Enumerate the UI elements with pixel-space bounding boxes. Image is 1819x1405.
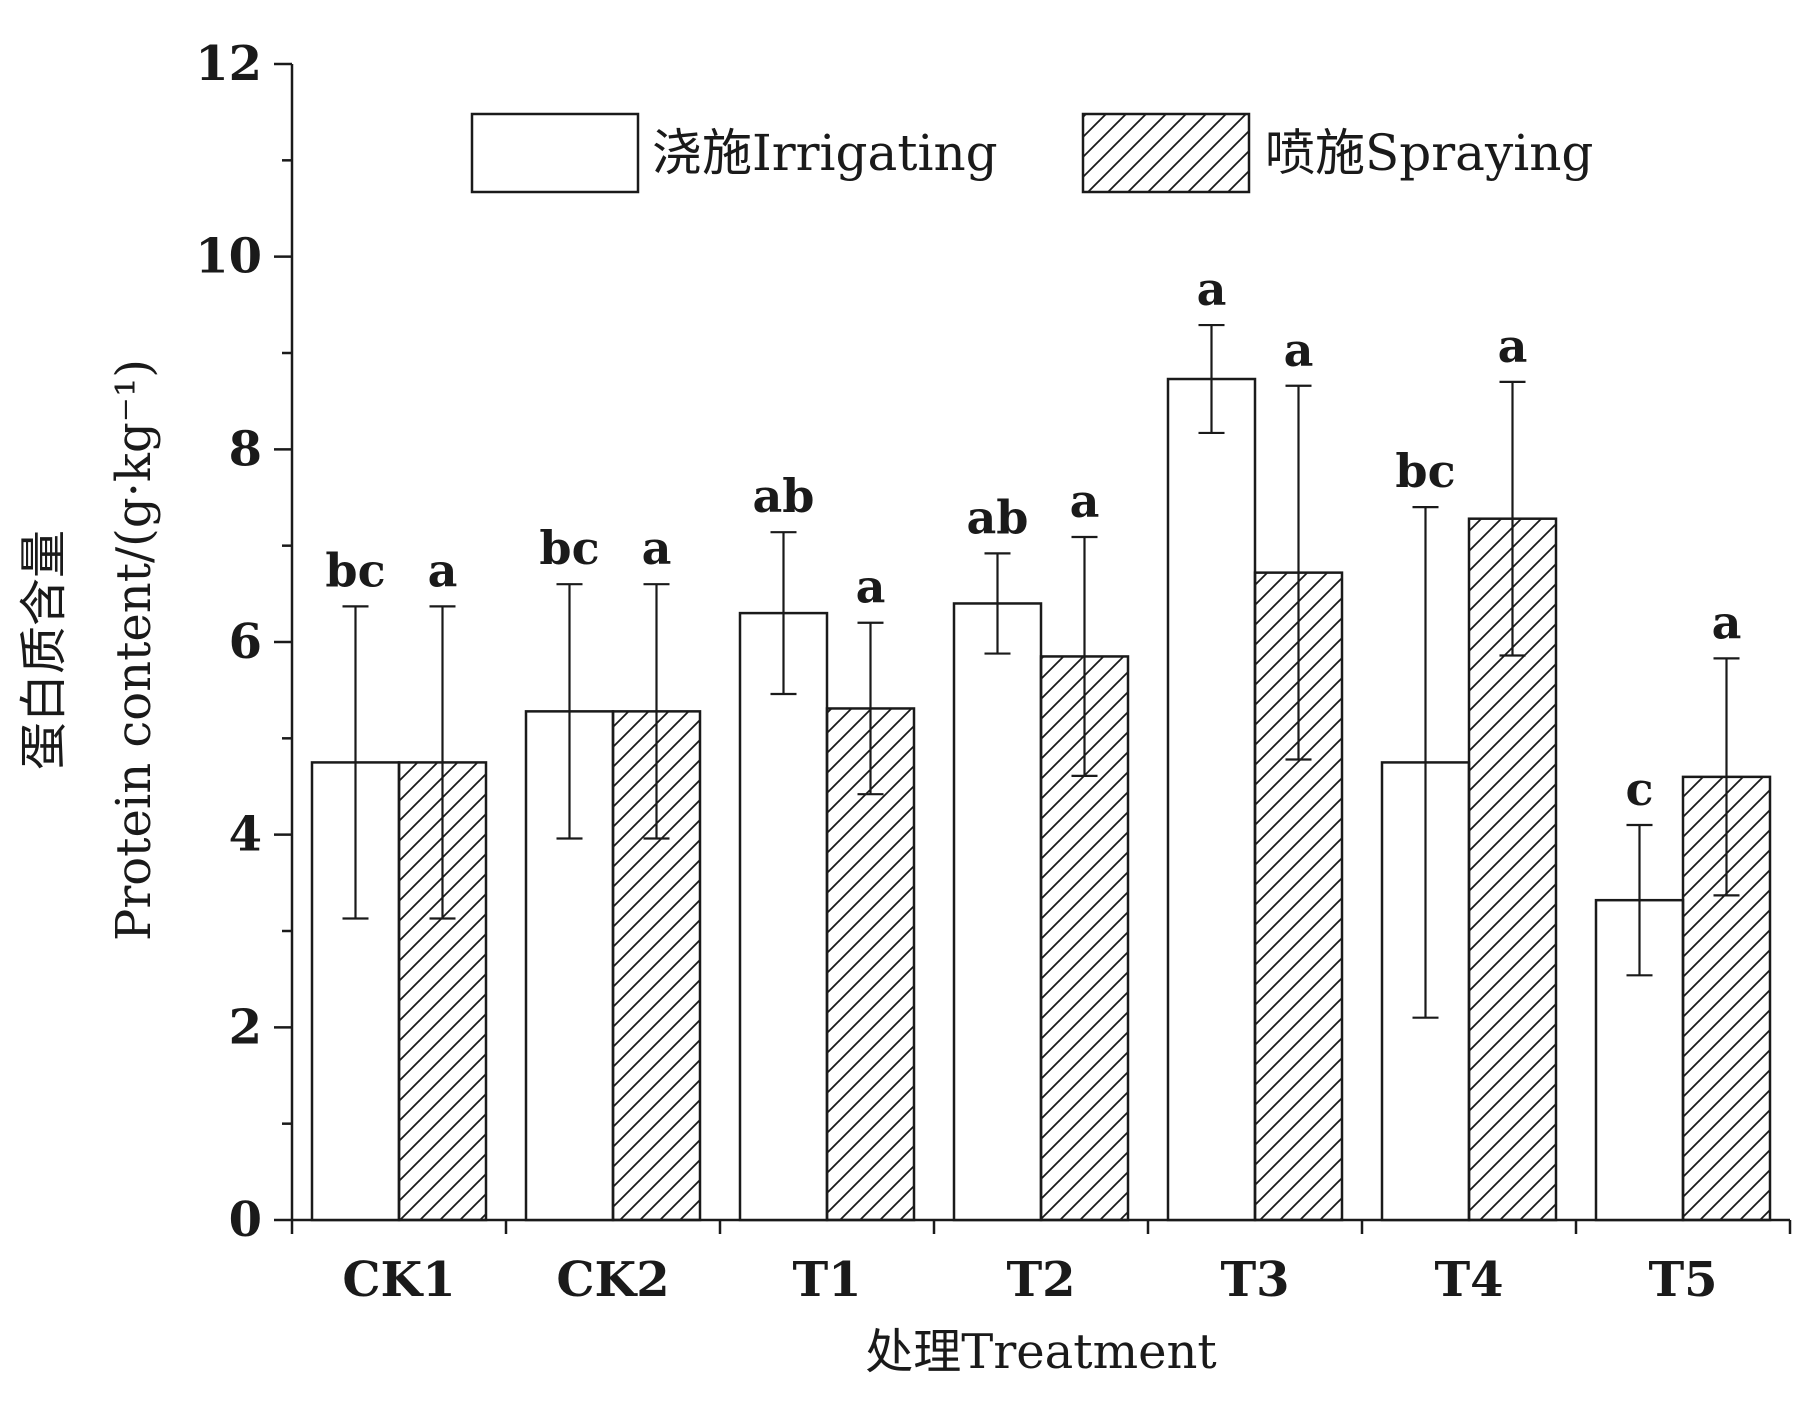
significance-label: ab [753, 469, 815, 523]
significance-label: a [1284, 323, 1314, 377]
bar-irrigating-t3 [1166, 377, 1257, 1222]
y-tick-label: 0 [229, 1192, 262, 1248]
legend: 浇施Irrigating 喷施Spraying [470, 112, 1593, 194]
legend-swatch-irrigating [470, 112, 640, 194]
legend-swatch-spraying [1081, 112, 1251, 194]
x-tick-label: CK2 [556, 1252, 669, 1308]
x-tick-label: T1 [792, 1252, 861, 1308]
error-bars [342, 323, 1740, 1019]
bar-irrigating-t2 [952, 602, 1043, 1222]
x-axis-title: 处理Treatment [865, 1324, 1216, 1380]
x-tick-label: CK1 [342, 1252, 455, 1308]
x-tick-label: T2 [1006, 1252, 1075, 1308]
legend-label-spraying: 喷施Spraying [1265, 124, 1593, 182]
y-axis-title-cn: 蛋白质含量 [16, 530, 72, 770]
y-tick-label: 8 [229, 421, 262, 477]
y-tick-label: 4 [229, 807, 262, 863]
significance-label: a [1070, 474, 1100, 528]
y-tick-label: 10 [195, 229, 262, 285]
significance-label: a [642, 521, 672, 575]
bar-irrigating-ck2 [524, 710, 615, 1222]
significance-label: ab [967, 490, 1029, 544]
bar-irrigating-t1 [738, 611, 829, 1222]
significance-label: a [1197, 262, 1227, 316]
significance-label: bc [325, 543, 385, 597]
significance-label: c [1625, 762, 1653, 816]
y-tick-label: 12 [195, 36, 262, 92]
x-tick-label: T3 [1220, 1252, 1289, 1308]
axes: 0 2 4 6 8 10 12 CK1 CK2 T1 T2 T3 T4 T5 [195, 36, 1792, 1308]
y-tick-label: 6 [229, 614, 262, 670]
x-tick-label: T4 [1434, 1252, 1503, 1308]
significance-label: bc [539, 521, 599, 575]
legend-label-irrigating: 浇施Irrigating [652, 124, 998, 182]
y-tick-label: 2 [229, 999, 262, 1055]
significance-label: a [1498, 319, 1528, 373]
x-tick-label: T5 [1648, 1252, 1717, 1308]
significance-label: a [428, 543, 458, 597]
significance-label: bc [1395, 444, 1455, 498]
bars [310, 377, 1772, 1222]
significance-label: a [1712, 595, 1742, 649]
significance-label: a [856, 560, 886, 614]
y-axis-title: Protein content/(g·kg⁻¹) [106, 359, 162, 941]
